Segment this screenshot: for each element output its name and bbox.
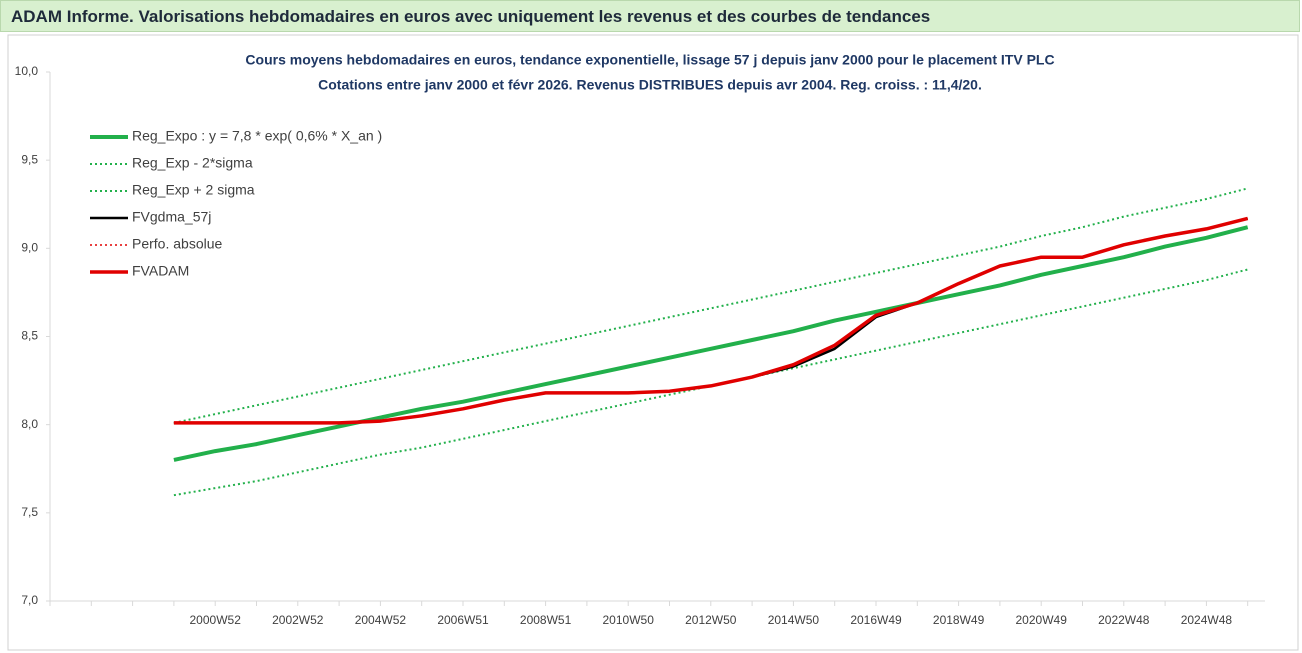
series-line	[173, 187, 1248, 424]
series-line	[173, 216, 1249, 425]
x-tick-label: 2014W50	[768, 613, 820, 627]
y-tick-label: 8,0	[21, 417, 38, 431]
x-tick-label: 2006W51	[437, 613, 489, 627]
x-tick-label: 2004W52	[355, 613, 407, 627]
chart-subtitle: Cotations entre janv 2000 et févr 2026. …	[318, 77, 982, 93]
legend-label: Perfo. absolue	[132, 236, 222, 252]
x-tick-label: 2000W52	[190, 613, 242, 627]
legend-label: Reg_Exp - 2*sigma	[132, 155, 253, 171]
y-tick-label: 10,0	[15, 64, 39, 78]
x-tick-label: 2018W49	[933, 613, 985, 627]
x-tick-label: 2002W52	[272, 613, 324, 627]
y-tick-label: 9,5	[21, 152, 38, 166]
y-tick-label: 9,0	[21, 241, 38, 255]
legend-label: FVgdma_57j	[132, 209, 211, 225]
x-tick-label: 2020W49	[1016, 613, 1068, 627]
legend-label: Reg_Expo : y = 7,8 * exp( 0,6% * X_an )	[132, 128, 382, 144]
x-tick-label: 2022W48	[1098, 613, 1150, 627]
x-tick-label: 2024W48	[1181, 613, 1233, 627]
legend-label: Reg_Exp + 2 sigma	[132, 182, 255, 198]
x-tick-label: 2008W51	[520, 613, 572, 627]
y-tick-label: 7,0	[21, 593, 38, 607]
header-title: ADAM Informe. Valorisations hebdomadaire…	[11, 7, 931, 26]
chart: Cours moyens hebdomadaires en euros, ten…	[7, 34, 1299, 651]
y-tick-label: 7,5	[21, 505, 38, 519]
header-bar: ADAM Informe. Valorisations hebdomadaire…	[0, 0, 1300, 32]
legend-label: FVADAM	[132, 263, 189, 279]
y-tick-label: 8,5	[21, 329, 38, 343]
chart-title: Cours moyens hebdomadaires en euros, ten…	[245, 52, 1054, 68]
chart-frame	[7, 34, 1299, 651]
x-tick-label: 2012W50	[685, 613, 737, 627]
x-tick-label: 2016W49	[850, 613, 902, 627]
x-tick-label: 2010W50	[603, 613, 655, 627]
